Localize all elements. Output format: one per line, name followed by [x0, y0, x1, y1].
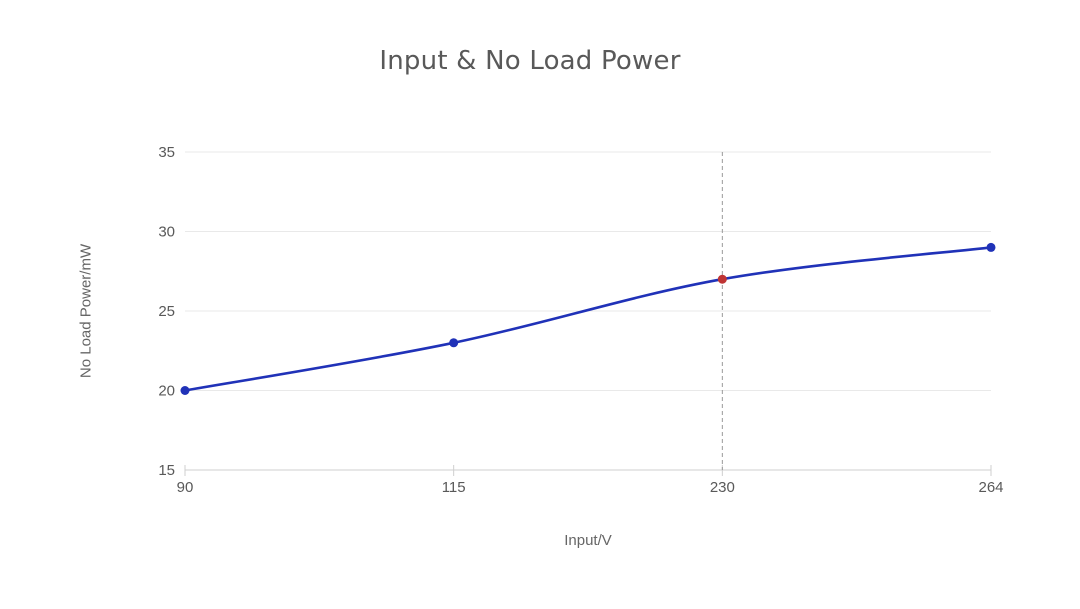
y-tick-label: 25: [158, 303, 175, 320]
x-axis-title: Input/V: [564, 532, 612, 549]
data-point: [986, 242, 996, 252]
x-tick-label: 230: [710, 479, 735, 496]
x-tick-label: 90: [177, 479, 194, 496]
data-point: [180, 386, 190, 395]
data-point-highlight: [717, 274, 727, 284]
y-tick-label: 15: [158, 462, 175, 479]
chart-title: Input & No Load Power: [379, 46, 681, 76]
series-line: [183, 246, 993, 392]
y-tick-label: 20: [158, 383, 175, 400]
x-tick-label: 115: [442, 479, 466, 496]
x-tick-label: 264: [978, 479, 1003, 496]
y-tick-label: 30: [158, 224, 175, 241]
y-tick-label: 35: [158, 144, 175, 161]
data-point: [449, 338, 459, 348]
